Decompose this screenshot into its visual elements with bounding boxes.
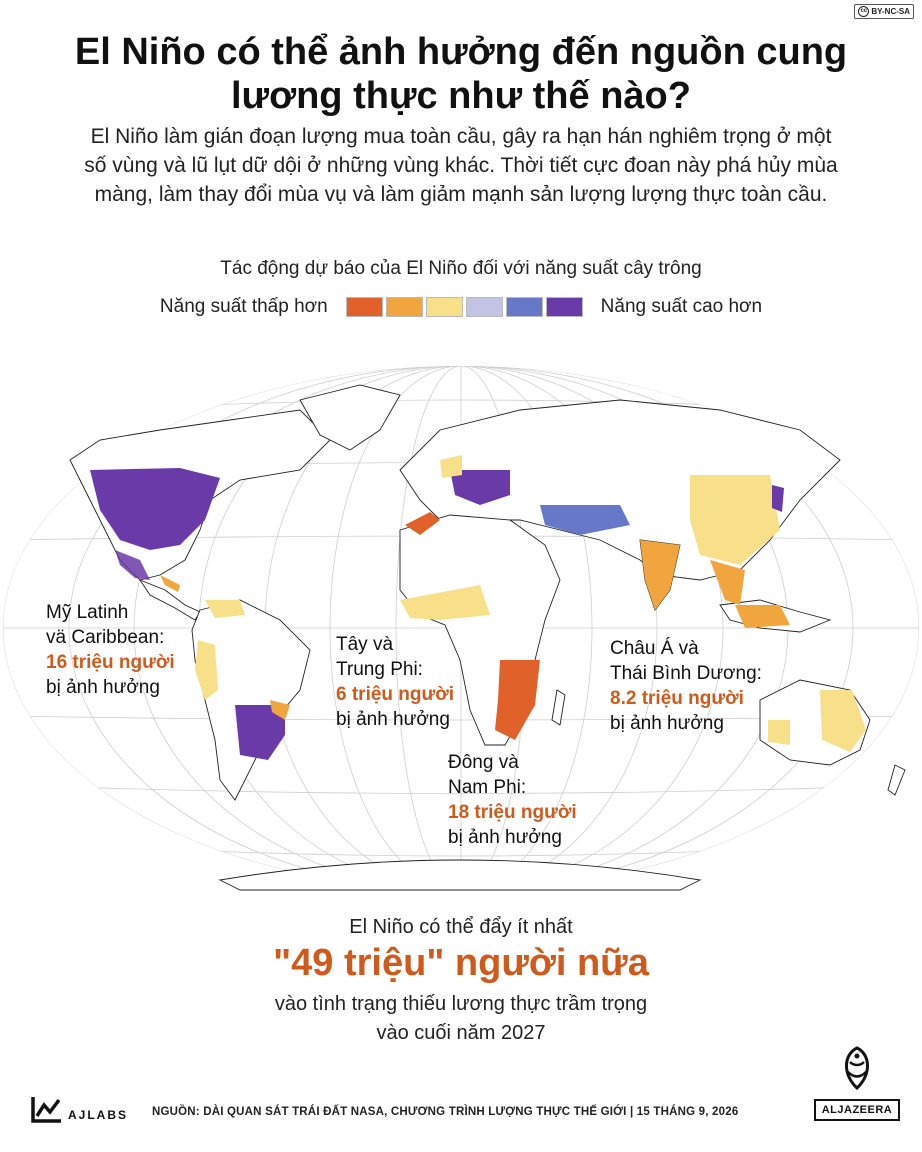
summary-line-2: vào cuối năm 2027 [376,1022,546,1044]
ajlabs-chart-icon [31,1097,61,1123]
label-west-central-africa: Tây và Trung Phi: 6 triệu người bị ảnh h… [336,632,454,732]
south-america [191,599,311,801]
madagascar [551,689,566,726]
summary-text: vào tình trạng thiếu lương thực trầm trọ… [0,990,922,1048]
label-asia-pacific: Châu Á và Thái Bình Dương: 8.2 triệu ngư… [610,636,762,736]
legend-swatch-3 [425,297,463,317]
legend-title: Tác động dự báo của El Niño đối với năng… [220,258,702,279]
aljazeera-logo: ALJAZEERA [814,1044,900,1121]
greenland [299,384,401,451]
cc-icon: cc [858,6,870,17]
impact-southeast-africa [495,660,540,740]
summary-figure: "49 triệu" người nữa [273,942,649,984]
impact-europe [450,470,510,505]
asia-affected: 8.2 triệu người [610,688,744,709]
impact-china [690,475,780,565]
impact-se-asia [710,560,745,605]
legend-swatch-5 [505,297,543,317]
page-title: El Niño có thể ảnh hưởng đến nguồn cung … [0,30,922,118]
aljazeera-emblem-icon [845,1046,869,1091]
impact-andes [195,640,218,700]
wca-line-1: Tây và [336,634,394,655]
esa-line-4: bị ảnh hưởng [448,827,562,848]
legend-swatch-6 [545,297,583,317]
world-map [3,366,919,891]
wca-affected: 6 triệu người [336,684,455,705]
new-zealand [887,764,906,796]
wca-line-4: bị ảnh hưởng [336,709,450,730]
latam-line-4: bị ảnh hưởng [46,677,160,698]
title-line-1: El Niño có thể ảnh hưởng đến nguồn cung [74,31,848,73]
summary-line-1: vào tình trạng thiếu lương thực trầm trọ… [274,993,648,1015]
impact-indonesia [735,605,790,628]
impact-mexico [115,550,150,580]
esa-affected: 18 triệu người [448,802,577,823]
legend: Năng suất thấp hơn Năng suất cao hơn [0,296,922,318]
label-east-south-africa: Đông và Nam Phi: 18 triệu người bị ảnh h… [448,750,577,850]
antarctica [218,859,702,891]
impact-india [640,540,680,610]
esa-line-2: Nam Phi: [448,777,527,798]
latam-line-1: Mỹ Latinh [46,602,129,623]
aljazeera-wordmark: ALJAZEERA [814,1099,900,1121]
ajlabs-logo: AJLABS [30,1094,128,1124]
impact-central-america [160,575,180,592]
legend-swatches [345,297,583,317]
impact-sw-australia [768,720,790,745]
asia-line-4: bị ảnh hưởng [610,713,724,734]
latam-line-2: vä Caribbean: [46,627,165,648]
asia-line-1: Châu Á và [610,638,699,659]
license-text: BY-NC-SA [871,7,910,16]
label-latin-america: Mỹ Latinh vä Caribbean: 16 triệu người b… [46,600,175,700]
impact-north-africa [405,512,440,535]
impact-southern-brazil [235,705,285,760]
intro-line-1: El Niño làm gián đoạn lượng mua toàn cầu… [90,125,832,148]
intro-text: El Niño làm gián đoạn lượng mua toàn cầu… [30,122,892,209]
impact-usa [90,468,220,550]
impact-germany [440,455,462,478]
ajlabs-wordmark: AJLABS [68,1108,129,1122]
impact-korea [772,485,784,512]
legend-swatch-2 [385,297,423,317]
title-line-2: lương thực như thế nào? [231,75,691,117]
source-line: NGUỒN: DÀI QUAN SÁT TRÁI ĐẤT NASA, CHƯƠN… [152,1106,739,1118]
legend-low-label: Năng suất thấp hơn [159,296,328,317]
legend-swatch-4 [465,297,503,317]
impact-areas [90,455,866,760]
legend-swatch-1 [345,297,383,317]
asia-line-2: Thái Bình Dương: [610,663,762,684]
impact-sahel [400,585,490,620]
impact-south-brazil-orange [270,700,290,720]
intro-line-2: số vùng và lũ lụt dữ dội ở những vùng kh… [84,154,838,177]
impact-east-australia [820,690,866,752]
wca-line-2: Trung Phi: [336,659,423,680]
legend-high-label: Năng suất cao hơn [600,296,763,317]
license-badge: cc BY-NC-SA [854,4,914,19]
impact-north-south-america [205,600,245,618]
impact-central-asia [540,505,630,535]
summary-intro: El Niño có thể đẩy ít nhất [349,916,573,938]
esa-line-1: Đông và [448,752,519,773]
intro-line-3: màng, làm thay đổi mùa vụ và làm giảm mạ… [94,183,828,206]
footer: AJLABS NGUỒN: DÀI QUAN SÁT TRÁI ĐẤT NASA… [0,1046,922,1132]
latam-affected: 16 triệu người [46,652,175,673]
